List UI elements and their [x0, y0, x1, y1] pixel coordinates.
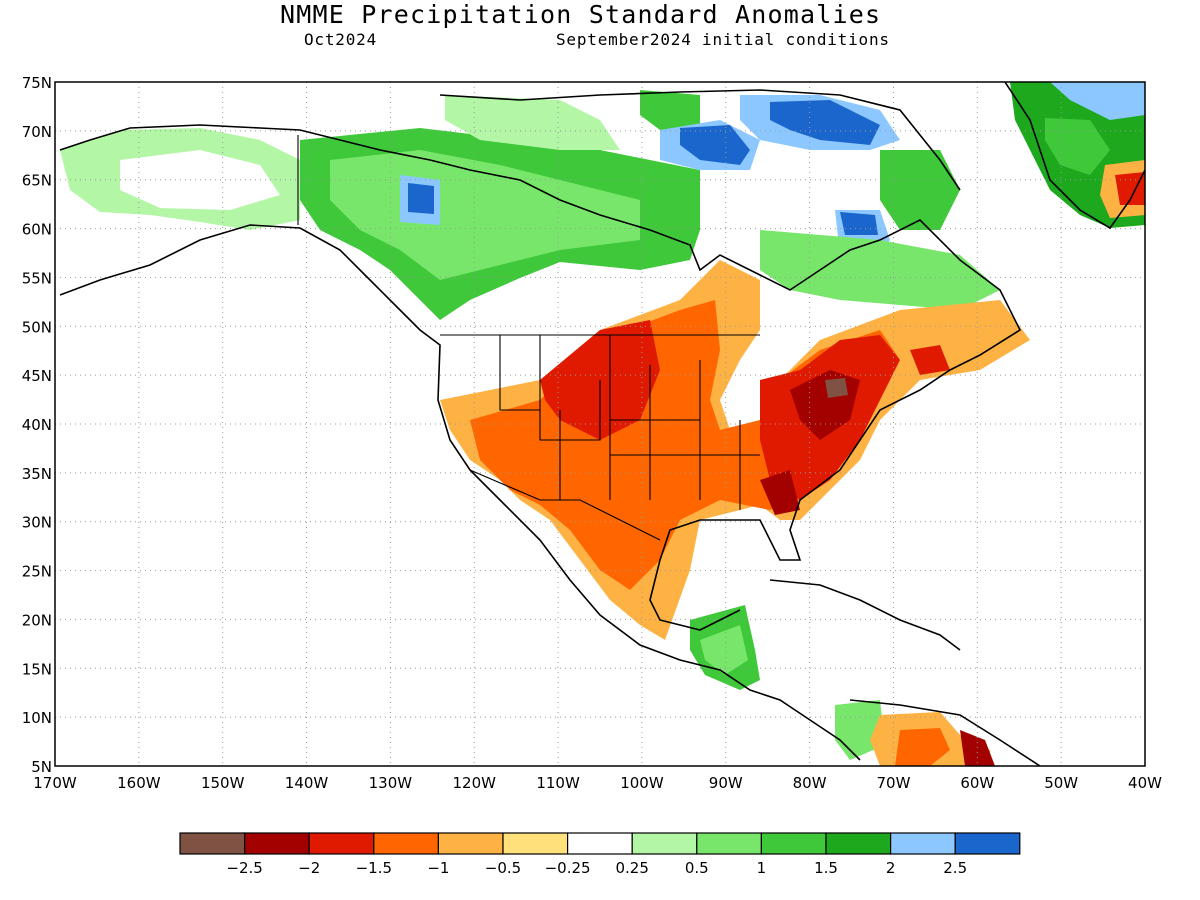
longitude-tick-label: 100W — [620, 774, 664, 792]
anomaly-fields — [60, 82, 1145, 766]
colorbar-tick-label: −0.5 — [485, 859, 521, 877]
longitude-tick-label: 60W — [960, 774, 994, 792]
longitude-tick-label: 130W — [369, 774, 413, 792]
longitude-tick-label: 40W — [1128, 774, 1162, 792]
latitude-tick-label: 10N — [22, 709, 52, 727]
colorbar-swatch — [179, 832, 246, 855]
latitude-tick-label: 65N — [22, 172, 52, 190]
colorbar-swatch — [373, 832, 439, 855]
initial-conditions: September2024 initial conditions — [556, 30, 890, 49]
colorbar-swatch — [502, 832, 569, 855]
coastlines — [59, 82, 1145, 766]
latitude-tick-label: 30N — [22, 514, 52, 532]
colorbar-swatches — [179, 832, 1021, 855]
colorbar-swatch — [760, 832, 827, 855]
latitude-tick-label: 15N — [22, 660, 52, 678]
colorbar-tick-label: 0.25 — [615, 859, 648, 877]
colorbar-tick-label: −2.5 — [226, 859, 262, 877]
longitude-tick-label: 80W — [793, 774, 827, 792]
forecast-month: Oct2024 — [304, 30, 378, 49]
colorbar-tick-label: −2 — [298, 859, 320, 877]
colorbar-tick-label: −1.5 — [356, 859, 392, 877]
colorbar-tick-label: 1 — [757, 859, 767, 877]
longitude-tick-label: 50W — [1044, 774, 1078, 792]
latitude-tick-label: 70N — [22, 123, 52, 141]
longitude-tick-label: 110W — [536, 774, 580, 792]
colorbar-swatch — [825, 832, 892, 855]
colorbar-swatch — [889, 832, 956, 855]
colorbar-tick-label: 0.5 — [685, 859, 709, 877]
longitude-tick-label: 70W — [877, 774, 911, 792]
colorbar-swatch — [631, 832, 698, 855]
colorbar-tick-label: 2 — [886, 859, 896, 877]
longitude-tick-label: 150W — [201, 774, 245, 792]
map-title: NMME Precipitation Standard Anomalies — [280, 0, 882, 29]
colorbar-tick-labels: −2.5 −2 −1.5 −1 −0.5 −0.25 0.25 0.5 1 1.5 2 2.5 — [226, 859, 967, 877]
latitude-tick-label: 25N — [22, 563, 52, 581]
latitude-tick-label: 45N — [22, 367, 52, 385]
colorbar-tick-label: −0.25 — [545, 859, 591, 877]
colorbar-tick-label: 1.5 — [814, 859, 838, 877]
longitude-tick-label: 120W — [452, 774, 496, 792]
colorbar-swatch — [308, 832, 375, 855]
colorbar-swatch — [244, 832, 310, 855]
longitude-tick-label: 170W — [33, 774, 77, 792]
latitude-tick-label: 35N — [22, 465, 52, 483]
latitude-tick-label: 50N — [22, 318, 52, 336]
latitude-tick-label: 55N — [22, 269, 52, 287]
colorbar-swatch — [696, 832, 762, 855]
latitude-tick-label: 40N — [22, 416, 52, 434]
colorbar-tick-label: −1 — [427, 859, 449, 877]
longitude-tick-label: 140W — [285, 774, 329, 792]
latitude-axis: 75N 70N 65N 60N 55N 50N 45N 40N 35N 30N 25N 20N 15N 1… — [22, 74, 52, 776]
latitude-tick-label: 60N — [22, 221, 52, 239]
longitude-tick-label: 160W — [117, 774, 161, 792]
longitude-tick-label: 90W — [709, 774, 743, 792]
longitude-axis: 170W 160W 150W 140W 130W 120W 110W 100W 90W 80W 70… — [33, 774, 1162, 792]
colorbar-tick-label: 2.5 — [943, 859, 967, 877]
colorbar-swatch — [954, 832, 1021, 855]
latitude-tick-label: 75N — [22, 74, 52, 92]
latitude-tick-label: 20N — [22, 611, 52, 629]
state-borders — [297, 135, 760, 541]
map-frame — [54, 81, 1146, 767]
colorbar-swatch — [437, 832, 504, 855]
colorbar-swatch — [566, 832, 633, 855]
latitude-tick-label: 5N — [31, 758, 52, 776]
